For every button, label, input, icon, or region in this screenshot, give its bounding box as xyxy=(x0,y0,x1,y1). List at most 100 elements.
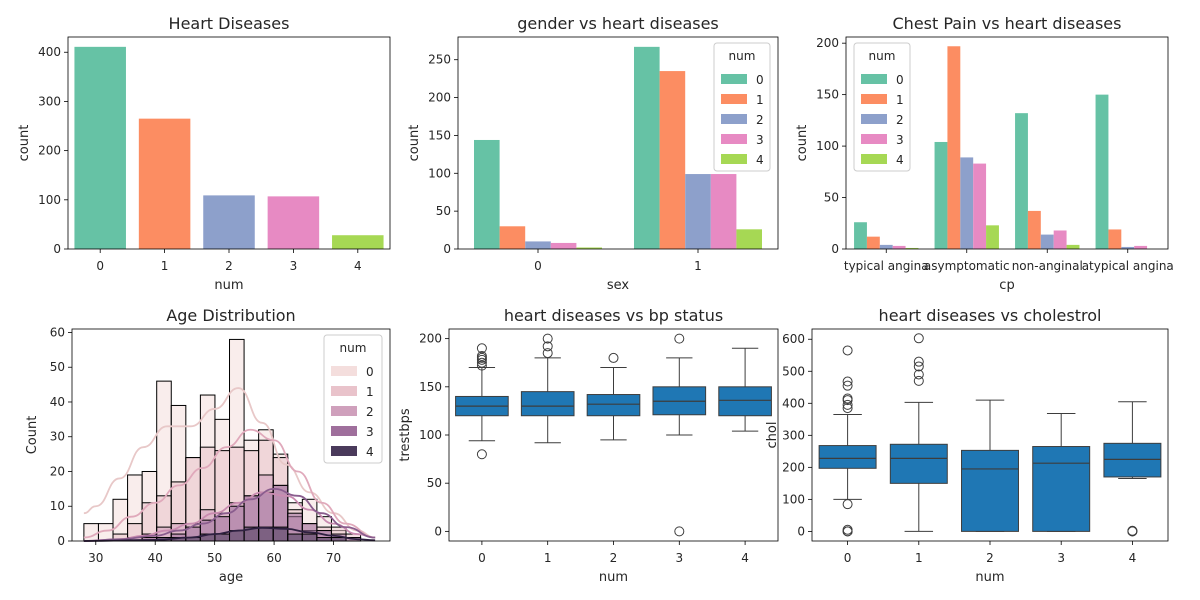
x-tick-label: 3 xyxy=(290,259,298,273)
kde-line xyxy=(83,526,376,542)
y-tick-label: 0 xyxy=(797,524,805,538)
flier xyxy=(913,369,924,380)
legend-swatch xyxy=(721,134,747,144)
bar xyxy=(1121,246,1135,249)
bar xyxy=(960,157,974,249)
flier xyxy=(913,333,924,344)
bar xyxy=(710,174,737,249)
axes-frame xyxy=(448,328,779,542)
box xyxy=(586,394,641,417)
y-tick-label: 200 xyxy=(428,91,451,105)
chart-panel-2: Chest Pain vs heart diseases 0 50 100 150 200… xyxy=(795,14,1174,293)
y-tick-label: 150 xyxy=(419,380,442,394)
flier xyxy=(913,375,924,386)
flier xyxy=(542,341,553,352)
bar xyxy=(332,235,384,249)
x-tick-label: 1 xyxy=(544,551,552,565)
box xyxy=(718,386,772,417)
bar xyxy=(986,225,999,249)
box-0 xyxy=(818,345,877,537)
x-tick-label: 40 xyxy=(148,551,163,565)
y-axis-label: chol xyxy=(765,422,780,449)
chart-title: Heart Diseases xyxy=(169,14,290,33)
y-tick-label: 0 xyxy=(831,242,839,256)
x-tick-label: typical angina xyxy=(844,259,929,273)
legend-swatch xyxy=(331,406,357,416)
y-tick-label: 50 xyxy=(824,191,839,205)
bar xyxy=(736,229,762,249)
x-tick-label: 0 xyxy=(478,551,486,565)
hist-bar xyxy=(330,537,347,542)
bar xyxy=(1015,113,1028,250)
legend-entry: 3 xyxy=(366,425,374,439)
flier xyxy=(542,348,553,359)
flier xyxy=(842,403,853,414)
y-axis-label: Count xyxy=(25,416,40,455)
flier xyxy=(842,380,853,391)
x-tick-label: 0 xyxy=(96,259,104,273)
bar xyxy=(854,222,867,249)
bar xyxy=(1066,244,1080,249)
bar xyxy=(138,118,191,249)
box xyxy=(889,443,948,484)
bar xyxy=(1040,234,1054,249)
kde-line xyxy=(83,387,376,539)
y-tick-label: 250 xyxy=(428,53,451,67)
legend-title: num xyxy=(340,341,367,355)
y-tick-label: 50 xyxy=(427,476,442,490)
bar xyxy=(1095,94,1109,249)
flier xyxy=(842,376,853,387)
bar xyxy=(866,236,880,249)
x-tick-label: 70 xyxy=(326,551,341,565)
legend-swatch xyxy=(861,114,887,124)
x-tick-label: 4 xyxy=(1129,551,1137,565)
flier xyxy=(842,399,853,410)
bar xyxy=(934,141,948,249)
legend-entry: 0 xyxy=(896,73,904,87)
x-tick-label: 30 xyxy=(88,551,103,565)
y-tick-label: 100 xyxy=(816,139,839,153)
kde-line xyxy=(83,428,376,539)
legend-entry: 2 xyxy=(366,405,374,419)
y-tick-label: 40 xyxy=(50,395,65,409)
box xyxy=(1032,446,1091,532)
bar xyxy=(1134,245,1148,249)
y-tick-label: 300 xyxy=(782,428,805,442)
legend-entry: 4 xyxy=(756,153,764,167)
y-tick-label: 0 xyxy=(443,242,451,256)
chart-title: Chest Pain vs heart diseases xyxy=(893,14,1122,33)
y-tick-label: 200 xyxy=(816,36,839,50)
legend-swatch xyxy=(331,426,357,436)
flier xyxy=(842,345,853,356)
bar xyxy=(685,174,711,249)
flier xyxy=(674,333,685,344)
box-1 xyxy=(889,333,948,532)
box-4 xyxy=(1103,401,1162,537)
bar xyxy=(499,226,526,249)
legend-swatch xyxy=(861,154,887,164)
legend-entry: 1 xyxy=(366,385,374,399)
flier xyxy=(913,361,924,372)
bar xyxy=(905,247,919,249)
legend-swatch xyxy=(861,94,887,104)
hist-bar xyxy=(214,533,231,542)
box-0 xyxy=(455,343,509,460)
x-tick-label: 0 xyxy=(534,259,542,273)
y-axis-label: count xyxy=(17,125,32,162)
bar xyxy=(892,245,906,249)
legend-entry: 0 xyxy=(366,365,374,379)
bar xyxy=(267,196,320,249)
legend-swatch xyxy=(331,366,357,376)
x-tick-label: 4 xyxy=(741,551,749,565)
box-2 xyxy=(961,399,1019,532)
flier xyxy=(1127,526,1138,537)
y-tick-label: 20 xyxy=(50,464,65,478)
axes-frame xyxy=(811,328,1169,542)
y-tick-label: 60 xyxy=(50,325,65,339)
flier xyxy=(842,499,853,510)
legend-swatch xyxy=(721,94,747,104)
chart-title: heart diseases vs bp status xyxy=(504,306,723,325)
flier xyxy=(842,393,853,404)
bar xyxy=(474,139,500,249)
